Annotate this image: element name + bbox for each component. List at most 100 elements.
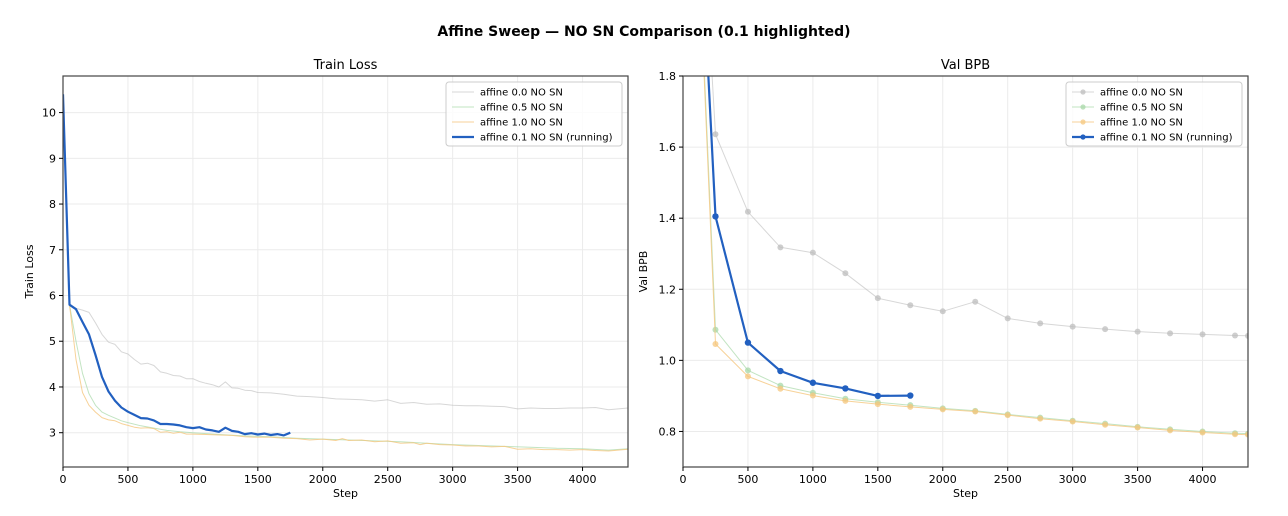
- series-marker: [1069, 323, 1076, 330]
- axes-frame: [682, 75, 1249, 468]
- y-tick-label: 7: [49, 244, 56, 257]
- legend: affine 0.0 NO SN affine 0.5 NO SN affine 1…: [445, 81, 623, 147]
- series-marker: [874, 401, 881, 408]
- series-marker: [1037, 320, 1044, 327]
- x-tick-label: 2000: [309, 473, 337, 486]
- x-axis-label: Step: [953, 487, 978, 500]
- series-marker: [712, 131, 719, 138]
- series-marker: [1102, 421, 1109, 428]
- axes-frame: [62, 75, 629, 468]
- y-tick-label: 9: [49, 152, 56, 165]
- y-tick-label: 1.6: [659, 141, 677, 154]
- series-marker: [744, 208, 751, 215]
- x-tick-label: 3000: [1059, 473, 1087, 486]
- chart-title: Train Loss: [313, 58, 378, 73]
- chart-title: Val BPB: [941, 58, 990, 73]
- x-tick-label: 1000: [799, 473, 827, 486]
- figure-title: Affine Sweep — NO SN Comparison (0.1 hig…: [437, 24, 851, 40]
- x-tick-label: 3000: [439, 473, 467, 486]
- series-marker: [1004, 412, 1011, 419]
- series-marker: [842, 270, 849, 277]
- y-tick-label: 0.8: [659, 425, 677, 438]
- series-marker: [712, 341, 719, 348]
- series-line: [63, 94, 628, 452]
- y-tick-label: 6: [49, 290, 56, 303]
- series-marker: [1037, 415, 1044, 422]
- legend: affine 0.0 NO SN affine 0.5 NO SN affine 1…: [1065, 81, 1243, 147]
- series-marker: [939, 308, 946, 315]
- series-marker: [777, 385, 784, 392]
- series-marker: [1069, 418, 1076, 425]
- legend-label: affine 0.1 NO SN (running): [480, 133, 613, 144]
- x-tick-label: 500: [737, 473, 758, 486]
- series-marker: [1232, 332, 1239, 339]
- series-marker: [972, 408, 979, 415]
- x-tick-label: 4000: [1189, 473, 1217, 486]
- series-line: [711, 76, 1248, 337]
- legend-label: affine 1.0 NO SN: [1100, 118, 1183, 129]
- series-marker: [1245, 332, 1248, 339]
- series-marker: [1232, 431, 1239, 438]
- y-tick-label: 1.8: [659, 70, 677, 83]
- series-marker: [907, 302, 914, 309]
- legend-label: affine 0.5 NO SN: [1100, 103, 1183, 114]
- y-tick-label: 4: [49, 381, 56, 394]
- series-marker: [842, 385, 849, 392]
- x-axis-label: Step: [333, 487, 358, 500]
- chart-0: 0 500 1000 1500 2000 2500 3000 3500 4000 3 4 5 6 7 8 9 1…: [23, 58, 629, 500]
- series-marker: [744, 339, 752, 346]
- legend-label: affine 0.0 NO SN: [480, 88, 563, 99]
- x-tick-label: 2000: [929, 473, 957, 486]
- series-marker: [972, 298, 979, 305]
- x-tick-label: 1500: [864, 473, 892, 486]
- legend-label: affine 0.5 NO SN: [480, 103, 563, 114]
- x-tick-label: 3500: [504, 473, 532, 486]
- y-tick-label: 1.2: [659, 283, 677, 296]
- x-tick-label: 4000: [569, 473, 597, 486]
- series-group: [703, 76, 1248, 438]
- series-marker: [874, 295, 881, 302]
- series-marker: [1167, 330, 1174, 337]
- legend-label: affine 1.0 NO SN: [480, 118, 563, 129]
- legend-label: affine 0.0 NO SN: [1100, 88, 1183, 99]
- y-tick-label: 1.0: [659, 354, 677, 367]
- y-tick-label: 8: [49, 198, 56, 211]
- grid: [62, 76, 628, 467]
- series-marker: [1199, 331, 1206, 338]
- series-marker: [939, 406, 946, 413]
- x-tick-label: 500: [117, 473, 138, 486]
- legend-label: affine 0.1 NO SN (running): [1100, 133, 1233, 144]
- x-tick-label: 1500: [244, 473, 272, 486]
- series-marker: [1102, 326, 1109, 333]
- x-tick-label: 2500: [994, 473, 1022, 486]
- y-tick-label: 3: [49, 427, 56, 440]
- series-line: [707, 76, 911, 397]
- series-marker: [744, 367, 751, 374]
- series-marker: [1004, 315, 1011, 322]
- series-line: [63, 94, 628, 411]
- y-tick-label: 1.4: [659, 212, 677, 225]
- series-group: [63, 94, 628, 452]
- series-line: [63, 94, 628, 451]
- series-marker: [777, 244, 784, 251]
- series-marker: [1134, 424, 1141, 431]
- series-line: [63, 94, 291, 437]
- x-tick-label: 2500: [374, 473, 402, 486]
- series-marker: [712, 326, 719, 333]
- series-marker: [744, 373, 751, 380]
- series-marker: [809, 249, 816, 256]
- x-tick-label: 0: [60, 473, 67, 486]
- chart-1: 0 500 1000 1500 2000 2500 3000 3500 4000 0.8 1.0 1.…: [637, 58, 1249, 500]
- series-marker: [907, 403, 914, 410]
- series-marker: [1167, 427, 1174, 434]
- series-marker: [874, 392, 882, 400]
- x-tick-label: 1000: [179, 473, 207, 486]
- series-marker: [1199, 429, 1206, 436]
- x-tick-label: 3500: [1124, 473, 1152, 486]
- y-axis-label: Val BPB: [637, 251, 650, 293]
- x-tick-label: 0: [680, 473, 687, 486]
- series-marker: [1134, 328, 1141, 335]
- series-marker: [777, 367, 784, 375]
- y-axis-label: Train Loss: [23, 244, 36, 299]
